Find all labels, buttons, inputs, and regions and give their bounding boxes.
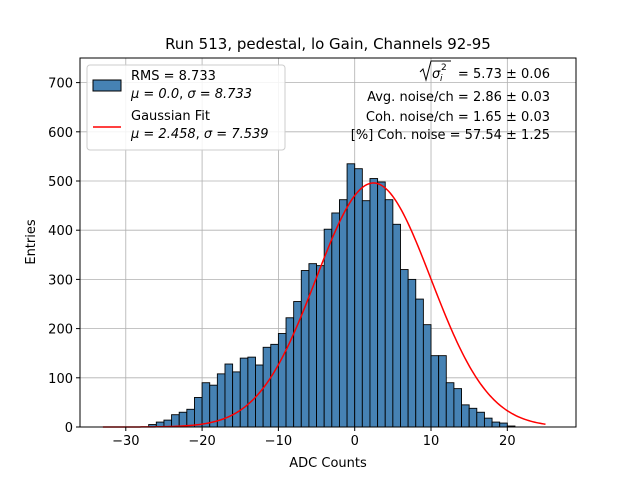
- x-tick-label: 10: [423, 434, 440, 449]
- coh-noise-percent-text: [%] Coh. noise = 57.54 ± 1.25: [351, 128, 550, 143]
- x-axis-label: ADC Counts: [289, 456, 367, 471]
- x-tick-label: 0: [351, 434, 359, 449]
- y-tick-label: 500: [48, 175, 73, 190]
- y-tick-label: 700: [48, 77, 73, 92]
- gaussian-fit-curve: [102, 182, 546, 428]
- x-tick-label: 20: [499, 434, 516, 449]
- histogram-bar: [483, 417, 493, 428]
- histogram-bar: [247, 356, 256, 428]
- histogram-bar: [491, 421, 501, 428]
- noise-annotations: σ 2 i = 5.73 ± 0.06 Avg. noise/ch = 2.86…: [351, 60, 550, 143]
- histogram-bar: [285, 317, 295, 428]
- histogram-bar: [499, 422, 508, 428]
- histogram-bar: [461, 404, 470, 428]
- legend-box: [86, 64, 286, 151]
- histogram-bar: [201, 382, 211, 428]
- legend-histogram-mu: μ = 0.0: [130, 87, 179, 102]
- y-tick-label: 400: [48, 224, 73, 239]
- y-axis-label: Entries: [24, 219, 39, 265]
- y-tick-label: 600: [48, 126, 73, 141]
- y-tick-label: 0: [65, 421, 73, 436]
- histogram-bar: [415, 298, 424, 428]
- histogram-bar: [400, 269, 409, 428]
- y-tick-label: 200: [48, 323, 73, 338]
- legend-fit-sigma: σ = 7.539: [204, 127, 269, 142]
- avg-noise-text: Avg. noise/ch = 2.86 ± 0.03: [367, 90, 550, 105]
- histogram-bar: [316, 265, 325, 428]
- sqrt-icon: [419, 60, 451, 82]
- square-exponent: 2: [441, 63, 447, 73]
- histogram-bar: [277, 333, 287, 428]
- histogram-bar: [239, 357, 249, 428]
- y-tick-label: 300: [48, 273, 73, 288]
- histogram-bar: [384, 199, 394, 428]
- histogram-bar: [377, 181, 386, 428]
- legend-histogram-sigma: σ = 8.733: [187, 87, 252, 102]
- histogram-bar: [445, 382, 455, 428]
- histogram-bars: [148, 163, 516, 428]
- histogram-bar: [468, 407, 478, 428]
- histogram-bar: [346, 163, 356, 428]
- index-subscript: i: [440, 74, 443, 84]
- y-tick-label: 100: [48, 372, 73, 387]
- histogram-bar: [422, 324, 432, 428]
- histogram-bar: [392, 223, 401, 428]
- x-axis-ticks: −30 −20 −10 0 10 20: [112, 427, 516, 449]
- legend-fit-label: Gaussian Fit: [131, 109, 210, 124]
- y-axis-ticks: 0 100 200 300 400 500 600 700: [48, 77, 80, 436]
- histogram-bar: [178, 411, 188, 428]
- histogram-bar: [331, 212, 340, 428]
- x-tick-label: −30: [112, 434, 139, 449]
- histogram-bar: [338, 199, 348, 428]
- x-tick-label: −20: [188, 434, 215, 449]
- histogram-bar: [361, 200, 371, 428]
- plot-frame: [79, 57, 577, 428]
- legend-separator: ,: [179, 87, 187, 102]
- histogram-bar: [186, 408, 195, 428]
- sigma-glyph: σ: [432, 67, 441, 82]
- histogram-bar: [430, 355, 440, 428]
- histogram-bar: [270, 343, 279, 428]
- x-tick-label: −10: [265, 434, 292, 449]
- histogram-bar: [300, 270, 310, 428]
- legend-histogram-stats: μ = 0.0, σ = 8.733: [130, 87, 252, 102]
- histogram-bar: [407, 278, 417, 428]
- histogram-bar: [171, 414, 180, 428]
- histogram-bar: [232, 371, 241, 428]
- histogram-bar: [438, 355, 447, 428]
- chart-title: Run 513, pedestal, lo Gain, Channels 92-…: [165, 35, 491, 53]
- legend-fit-mu: μ = 2.458: [130, 127, 196, 142]
- legend-histogram-swatch: [92, 79, 122, 92]
- histogram-bar: [194, 397, 203, 428]
- histogram-bar: [369, 178, 379, 428]
- legend-fit-stats: μ = 2.458, σ = 7.539: [130, 127, 269, 142]
- histogram-bar: [476, 411, 485, 428]
- sigma-total-symbol: σ 2 i: [419, 60, 451, 84]
- histogram-bar: [453, 388, 462, 428]
- histogram-bar: [323, 228, 333, 428]
- sigma-total-value: = 5.73 ± 0.06: [458, 67, 550, 82]
- coh-noise-text: Coh. noise/ch = 1.65 ± 0.03: [366, 110, 550, 125]
- histogram-bar: [354, 168, 363, 428]
- legend-separator: ,: [196, 127, 204, 142]
- legend-histogram-label: RMS = 8.733: [131, 69, 216, 84]
- legend: RMS = 8.733 μ = 0.0, σ = 8.733 Gaussian …: [86, 64, 286, 151]
